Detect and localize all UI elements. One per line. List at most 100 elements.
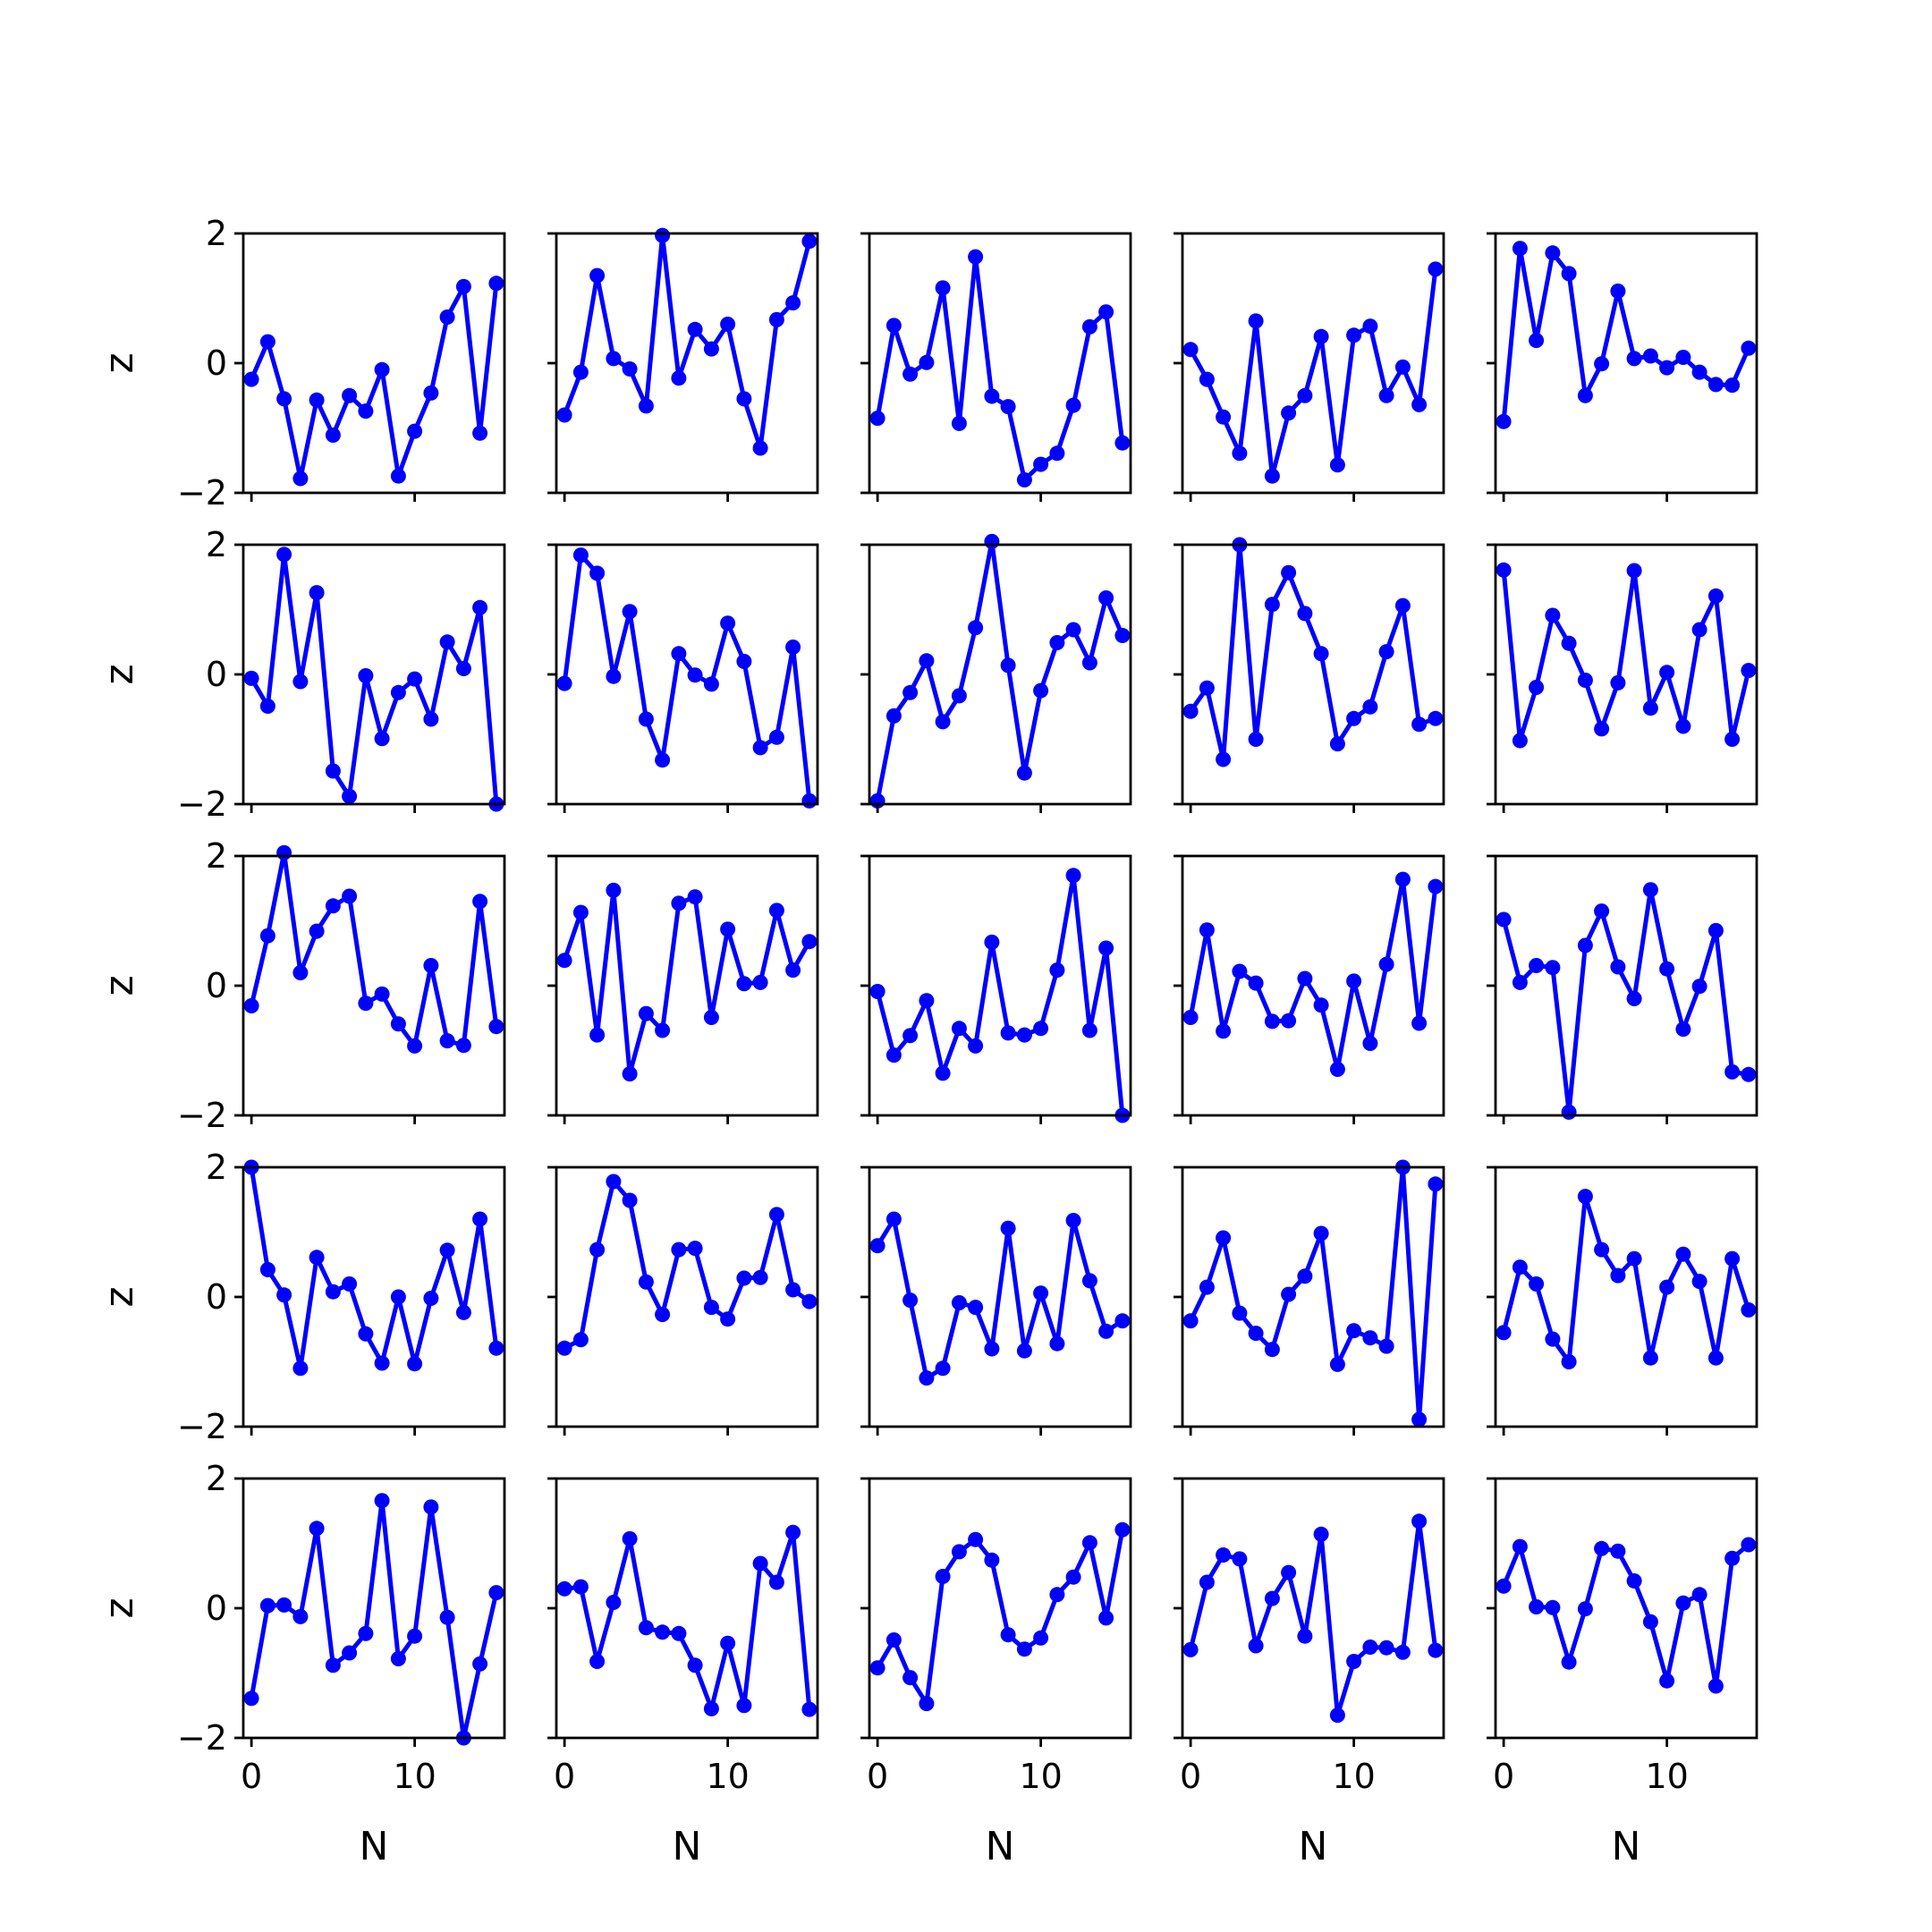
- data-point: [259, 699, 275, 714]
- data-point: [1577, 673, 1593, 688]
- data-point: [1741, 1537, 1757, 1553]
- data-point: [1411, 1411, 1428, 1428]
- series-line: [1188, 268, 1438, 479]
- data-point: [1081, 318, 1097, 335]
- data-point: [1346, 973, 1362, 989]
- data-point: [1512, 1259, 1528, 1275]
- data-point: [1610, 959, 1626, 975]
- subplot-r1-c2: [547, 227, 819, 502]
- data-point: [785, 1524, 801, 1540]
- data-point: [390, 468, 406, 484]
- data-point: [801, 1701, 818, 1717]
- data-point: [622, 1192, 638, 1208]
- axes-frame: [242, 232, 506, 495]
- y-tick-label: −2: [177, 1718, 227, 1758]
- subplot-r1-c4: [1174, 232, 1445, 502]
- data-point: [1561, 1654, 1577, 1670]
- data-point: [374, 361, 390, 377]
- data-point: [439, 1242, 455, 1258]
- data-point: [935, 1065, 951, 1081]
- data-point: [801, 792, 818, 809]
- data-point: [374, 1355, 390, 1371]
- data-point: [358, 403, 374, 419]
- data-point: [1216, 1023, 1232, 1039]
- series-line: [563, 1179, 811, 1351]
- data-point: [902, 684, 919, 700]
- subplot-r3-c5: [1487, 854, 1758, 1124]
- data-point: [407, 671, 423, 687]
- data-point: [984, 388, 1000, 404]
- y-tick-label: 2: [206, 525, 227, 564]
- data-point: [951, 688, 967, 704]
- data-point: [1362, 318, 1378, 335]
- data-point: [752, 740, 768, 756]
- data-point: [638, 398, 654, 414]
- data-point: [606, 1174, 622, 1190]
- x-axis-label: N: [1612, 1824, 1641, 1869]
- axes-frame: [1494, 543, 1758, 806]
- data-point: [1378, 956, 1394, 972]
- data-point: [1033, 456, 1049, 472]
- data-point: [1248, 732, 1264, 747]
- y-axis-label: z: [97, 1286, 142, 1307]
- subplot-r2-c4: [1174, 537, 1445, 813]
- data-point: [1199, 922, 1215, 938]
- data-point: [1610, 674, 1626, 691]
- data-point: [720, 921, 736, 937]
- axes-frame: [868, 543, 1132, 806]
- data-point: [374, 1493, 390, 1509]
- data-point: [572, 1332, 589, 1348]
- data-point: [1561, 1104, 1577, 1120]
- x-axis-label: N: [1299, 1824, 1328, 1869]
- data-point: [638, 711, 654, 727]
- data-point: [1724, 732, 1741, 747]
- data-point: [1529, 958, 1545, 973]
- series-line: [1188, 877, 1438, 1072]
- data-point: [869, 1660, 886, 1676]
- data-point: [1512, 241, 1528, 257]
- data-point: [243, 371, 259, 387]
- data-point: [243, 998, 259, 1013]
- data-point: [1264, 1590, 1280, 1606]
- y-axis-label: z: [97, 975, 142, 996]
- data-point: [1313, 1225, 1329, 1241]
- data-point: [1362, 1330, 1378, 1346]
- data-point: [1248, 313, 1264, 329]
- data-point: [556, 1340, 572, 1356]
- data-point: [472, 894, 488, 910]
- data-point: [292, 1608, 309, 1624]
- data-point: [1049, 1335, 1065, 1352]
- data-point: [984, 934, 1000, 950]
- data-point: [276, 391, 292, 407]
- data-point: [407, 1628, 423, 1644]
- data-point: [1394, 359, 1411, 375]
- data-point: [1428, 261, 1444, 277]
- data-point: [572, 904, 589, 920]
- data-point: [1049, 635, 1065, 650]
- data-point: [886, 318, 902, 334]
- data-point: [1329, 1356, 1345, 1372]
- data-point: [1329, 1707, 1345, 1724]
- data-point: [1642, 1350, 1658, 1366]
- data-point: [1297, 387, 1313, 403]
- axes-frame: [555, 854, 819, 1117]
- data-point: [687, 667, 703, 683]
- data-point: [1561, 266, 1577, 282]
- data-point: [1675, 718, 1691, 734]
- data-point: [736, 1270, 752, 1286]
- data-point: [1707, 377, 1724, 393]
- data-point: [752, 440, 768, 456]
- data-point: [455, 1304, 471, 1320]
- data-point: [935, 1360, 951, 1377]
- data-point: [1000, 657, 1016, 674]
- data-point: [919, 653, 935, 669]
- subplot-r5-c2: 0 10N: [547, 1477, 819, 1869]
- data-point: [1659, 1673, 1675, 1689]
- data-point: [1313, 997, 1329, 1013]
- data-point: [1232, 963, 1248, 979]
- data-point: [1033, 1630, 1049, 1646]
- data-point: [1297, 1628, 1313, 1644]
- data-point: [589, 565, 606, 581]
- series-line: [875, 254, 1125, 482]
- data-point: [556, 675, 572, 691]
